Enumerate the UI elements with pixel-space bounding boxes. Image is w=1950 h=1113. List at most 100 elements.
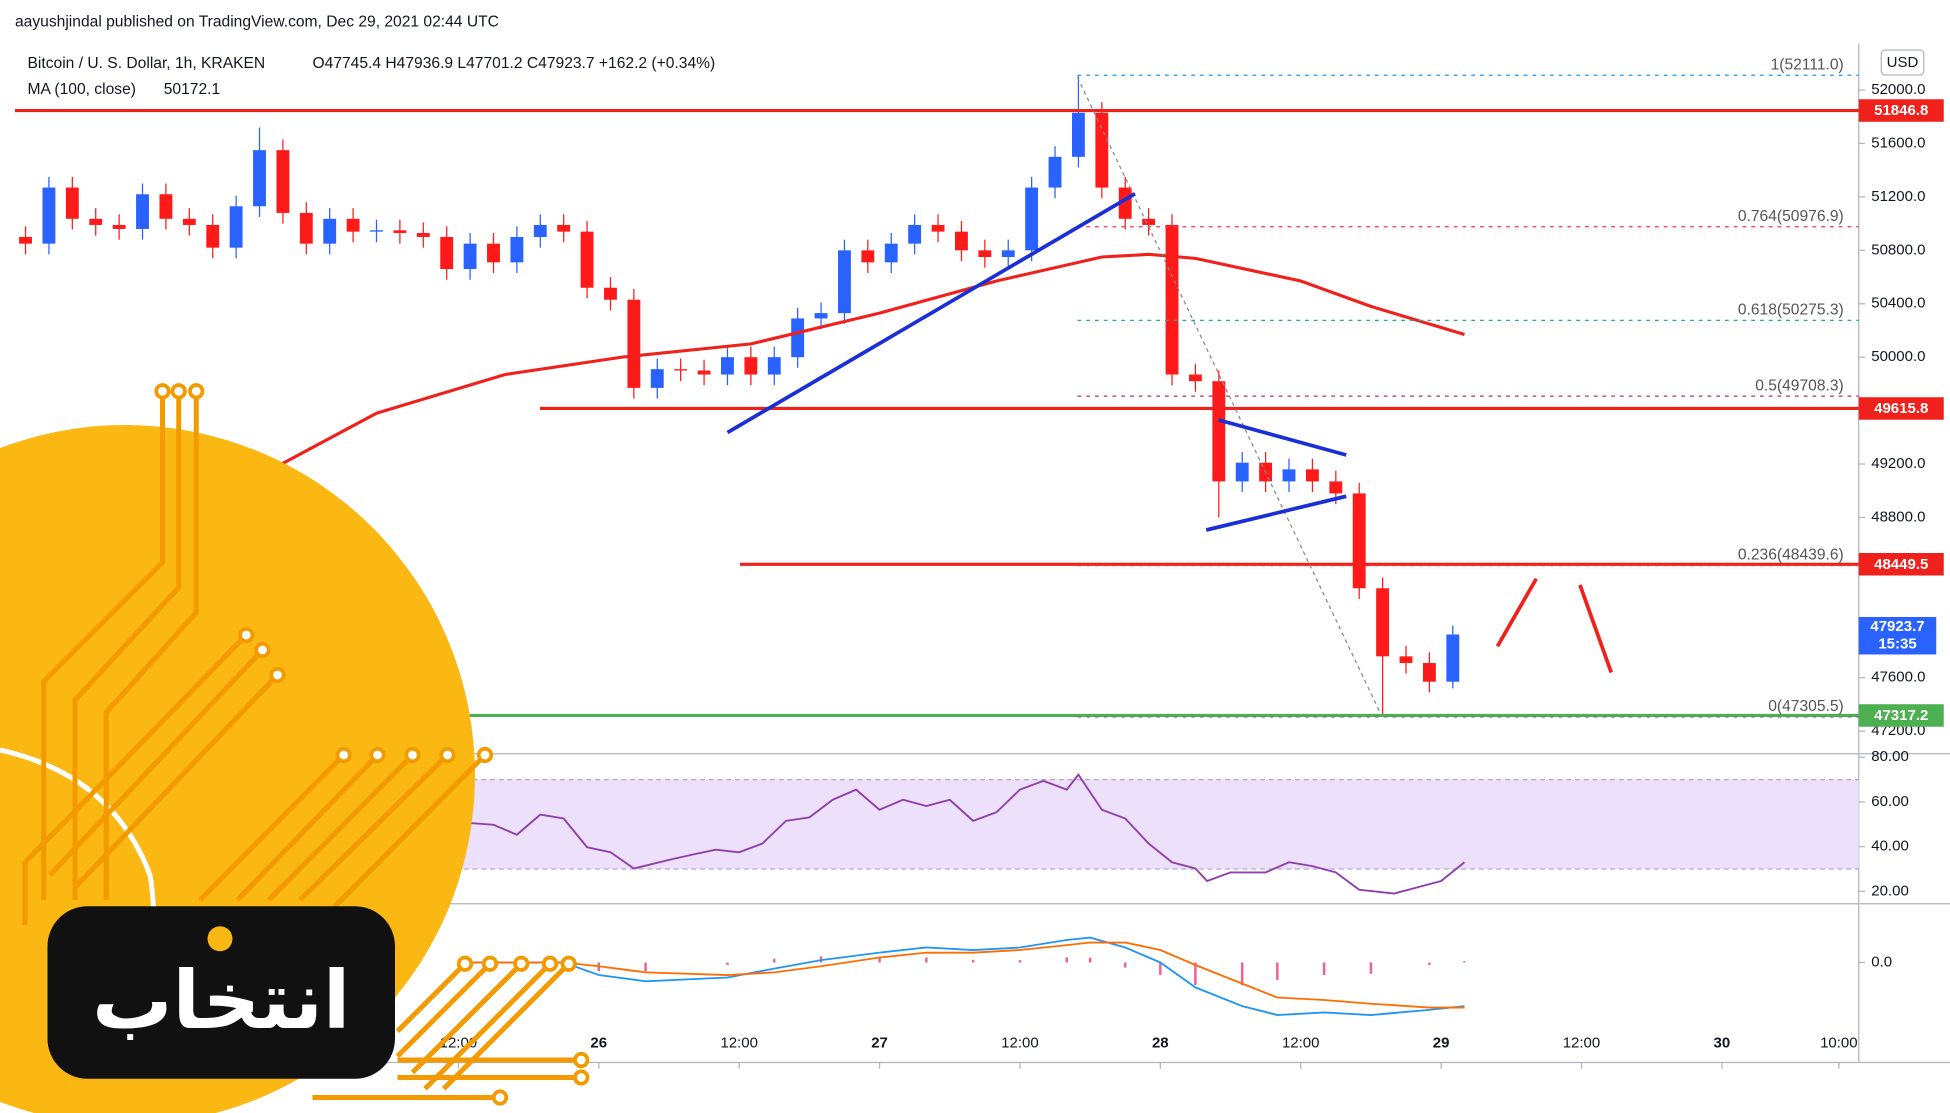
y-tick-label: 0.0 [1871, 953, 1892, 970]
y-tick-label: 60.00 [1871, 793, 1909, 810]
level-tag-label: 51846.8 [1874, 102, 1928, 119]
circuit-node [154, 383, 171, 400]
x-tick-label: 29 [1433, 1035, 1450, 1052]
trendline [726, 192, 1136, 435]
circuit-line [395, 961, 492, 1059]
circuit-node [573, 1069, 590, 1086]
macd-histogram-bar [1018, 960, 1022, 963]
candle-body [650, 369, 664, 388]
candle-body [299, 212, 313, 244]
candle-body [604, 287, 617, 300]
macd-histogram-bar [1322, 962, 1326, 976]
circuit-node [573, 1051, 590, 1069]
macd-histogram-bar [1369, 962, 1373, 974]
circuit-node [541, 955, 559, 972]
level-tag [1858, 397, 1944, 420]
macd-line [458, 941, 1465, 1009]
macd-histogram-bar [1276, 962, 1279, 980]
macd-histogram-bar [1159, 962, 1162, 976]
circuit-line [48, 648, 265, 877]
circuit-node [491, 1089, 509, 1106]
y-tick-label: 47600.0 [1871, 669, 1925, 686]
bitcoin-icon [207, 926, 233, 952]
y-tick-label: 40.00 [1871, 838, 1909, 855]
candle-body [1446, 634, 1460, 682]
candle-body [1329, 481, 1343, 494]
candle-body [1212, 381, 1226, 482]
circuit-nodes [154, 383, 590, 1106]
candle-body [463, 243, 477, 270]
macd-histogram-bar [1065, 957, 1068, 963]
ohlc-legend: O47745.4 H47936.9 L47701.2 C47923.7 +162… [313, 55, 716, 72]
last-price: 47923.7 [1870, 618, 1924, 635]
circuit-node [188, 383, 205, 400]
x-tick-label: 30 [1714, 1035, 1731, 1052]
candle-body [253, 150, 266, 207]
logo-text: انتخاب [92, 954, 350, 1047]
circuit-node [170, 383, 187, 400]
candle-body [1305, 469, 1319, 482]
candle-body [159, 194, 173, 219]
publisher: aayushjindal published on TradingView.co… [15, 14, 499, 31]
x-tick-label: 12:00 [1001, 1035, 1039, 1052]
circuit-line [441, 961, 571, 1091]
macd-histogram-bar [1428, 962, 1431, 965]
y-tick-label: 50800.0 [1871, 241, 1925, 258]
candle-body [1095, 112, 1109, 188]
circuit-node [456, 955, 474, 972]
macd-histogram-bar [1194, 962, 1197, 985]
candle-body [1118, 187, 1132, 219]
candle-body [1422, 663, 1436, 682]
candle-body [229, 206, 243, 248]
candle-body [346, 218, 360, 232]
circuit-node [476, 746, 494, 764]
candle-body [1165, 224, 1179, 375]
x-tick-label: 12:00 [720, 1035, 758, 1052]
level-tag [1858, 704, 1944, 727]
moving-average [188, 252, 1465, 515]
circuit-line [235, 753, 380, 902]
level-tag-label: 47317.2 [1874, 707, 1928, 724]
candle-body [1282, 469, 1296, 482]
candle-body [767, 357, 781, 375]
candle-body [416, 232, 430, 237]
circuit-line [103, 391, 199, 900]
x-tick-label: 12:00 [1282, 1035, 1320, 1052]
logo-box [47, 906, 396, 1079]
y-tick-label: 20.00 [1871, 882, 1909, 899]
candle-body [393, 230, 407, 233]
circuit-node [404, 746, 421, 764]
candle-body [112, 224, 126, 229]
fib-label: 0.618(50275.3) [1738, 302, 1844, 319]
circuit-line [410, 961, 524, 1075]
macd-histogram-bar [971, 959, 975, 963]
macd-histogram-bar [1463, 961, 1466, 963]
candle-body [861, 250, 875, 263]
x-tick-label: 10:00 [1820, 1035, 1858, 1052]
candle-body [1142, 218, 1156, 225]
macd-histogram-bar [925, 957, 928, 963]
candle-body [1001, 250, 1015, 258]
candle-body [697, 370, 711, 375]
level-tag-label: 49615.8 [1874, 400, 1928, 417]
circuit-line [198, 753, 346, 902]
candle-body [206, 224, 220, 248]
y-tick-label: 51200.0 [1871, 188, 1925, 205]
x-tick-label: 26 [590, 1035, 607, 1052]
x-tick-label: 27 [871, 1035, 888, 1052]
macd-histogram-bar [773, 958, 776, 963]
macd-histogram-bar [1088, 957, 1092, 963]
macd-histogram-bar [1123, 962, 1127, 968]
circuit-node [513, 955, 530, 972]
candle-body [1352, 493, 1366, 589]
circuit-line [423, 961, 552, 1091]
candle-body [276, 150, 290, 213]
y-tick-label: 51600.0 [1871, 134, 1925, 151]
fib-label: 1(52111.0) [1771, 56, 1844, 73]
trendline [1205, 494, 1347, 532]
drawings [726, 77, 1614, 716]
level-tag [1858, 553, 1944, 576]
circuit-node [254, 641, 271, 659]
ma-legend: MA (100, close) [28, 81, 136, 98]
